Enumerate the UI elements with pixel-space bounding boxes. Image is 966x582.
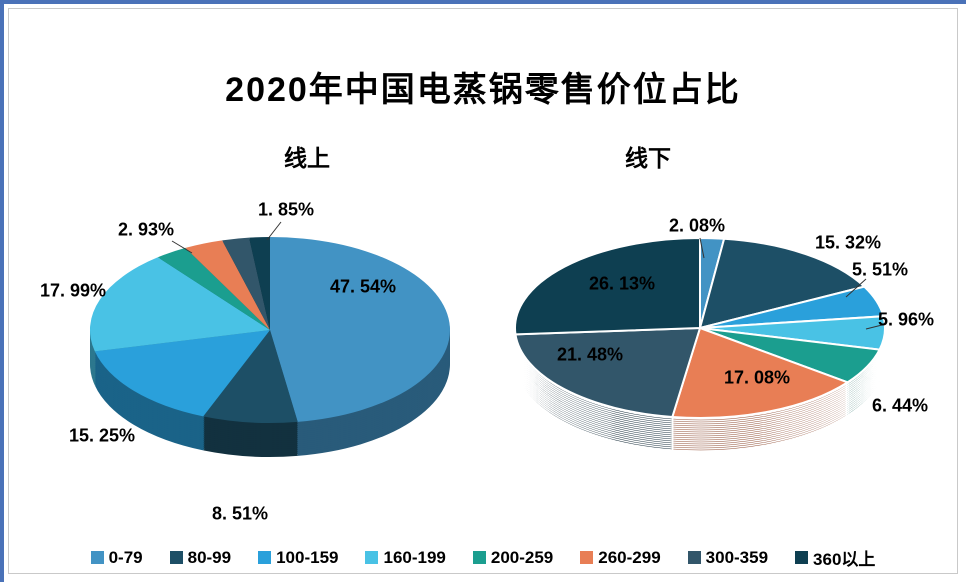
- online-pie-subtitle: 线上: [284, 145, 330, 171]
- legend-item-360以上: 360以上: [795, 545, 875, 570]
- pie-slice-0-79: [270, 237, 450, 422]
- legend-label: 260-299: [598, 547, 661, 567]
- legend-swatch: [258, 551, 272, 564]
- legend-label: 360以上: [813, 550, 876, 569]
- legend-item-200-259: 200-259: [472, 547, 554, 568]
- pie-slice-360以上: [249, 237, 270, 330]
- legend-swatch: [169, 551, 183, 564]
- pie-slice-300-359: [222, 237, 270, 330]
- label-leader-line: [845, 278, 867, 298]
- legend-item-260-299: 260-299: [580, 547, 661, 568]
- legend-swatch: [687, 551, 701, 564]
- label-leader-line: [699, 237, 705, 259]
- pie-slice-160-199: [89, 257, 271, 352]
- legend-swatch: [795, 551, 809, 564]
- legend-label: 80-99: [187, 547, 232, 567]
- legend-label: 0-79: [108, 547, 143, 567]
- offline-pie-subtitle: 线下: [625, 145, 671, 171]
- legend-label: 160-199: [383, 547, 446, 567]
- pie-slice-200-259: [157, 247, 270, 330]
- chart-frame: [8, 8, 958, 574]
- pie-slice-100-159: [94, 330, 270, 417]
- pie-slice-260-299: [185, 240, 270, 330]
- legend: 0-79 80-99 100-159 160-199 200-259 260-299 300…: [0, 545, 966, 570]
- legend-swatch: [365, 551, 379, 564]
- pie-slice-80-99: [203, 330, 298, 423]
- legend-item-0-79: 0-79: [90, 547, 143, 568]
- legend-swatch: [472, 551, 486, 564]
- chart-title: 2020年中国电蒸锅零售价位占比: [225, 71, 741, 109]
- legend-label: 100-159: [276, 547, 339, 567]
- legend-label: 300-359: [705, 547, 769, 567]
- pie-slice-300-359: [514, 326, 702, 419]
- label-leader-line: [266, 221, 282, 241]
- page-left-border: [0, 0, 4, 582]
- legend-item-300-359: 300-359: [687, 547, 769, 568]
- label-leader-line: [171, 240, 193, 254]
- pie-slice-260-299: [670, 326, 850, 419]
- legend-swatch: [580, 551, 594, 564]
- pie-slice-360以上: [514, 236, 701, 336]
- legend-label: 200-259: [490, 547, 554, 567]
- label-leader-line: [865, 323, 887, 330]
- legend-swatch: [90, 551, 104, 564]
- legend-item-160-199: 160-199: [365, 547, 446, 568]
- legend-item-80-99: 80-99: [169, 547, 232, 568]
- page-top-border: [0, 0, 966, 4]
- pie-slice-80-99: [698, 237, 867, 330]
- legend-item-100-159: 100-159: [258, 548, 338, 568]
